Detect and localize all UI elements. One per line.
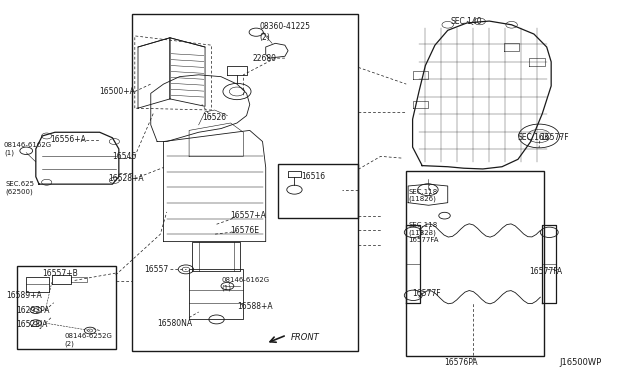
Text: 16528+A: 16528+A: [108, 174, 143, 183]
Text: 16546: 16546: [113, 152, 137, 161]
Text: 16580NA: 16580NA: [157, 319, 192, 328]
Text: SEC.140: SEC.140: [451, 17, 483, 26]
Text: 16577F: 16577F: [413, 289, 441, 298]
Text: FRONT: FRONT: [291, 333, 320, 343]
Text: 16589+A: 16589+A: [6, 291, 42, 300]
Text: 16576E: 16576E: [230, 226, 260, 235]
Text: 08146-6162G
(1): 08146-6162G (1): [221, 278, 269, 291]
Bar: [132, 14, 358, 351]
Text: J16500WP: J16500WP: [559, 357, 602, 366]
Text: 16516: 16516: [301, 172, 325, 181]
Text: SEC.118
(11826): SEC.118 (11826): [408, 189, 437, 202]
Text: SEC.163: SEC.163: [518, 133, 550, 142]
Text: 16577F: 16577F: [540, 133, 569, 142]
Text: 16557: 16557: [145, 265, 168, 274]
Bar: [17, 266, 116, 349]
Text: 16577FA: 16577FA: [529, 267, 563, 276]
Text: 16526: 16526: [202, 113, 226, 122]
Text: SEC.118
(11823)
16577FA: SEC.118 (11823) 16577FA: [408, 222, 438, 243]
Text: 08360-41225
(2): 08360-41225 (2): [259, 22, 310, 42]
Text: 16293PA: 16293PA: [17, 306, 50, 315]
Text: 16557+B: 16557+B: [42, 269, 78, 278]
Text: 16556+A: 16556+A: [51, 135, 86, 144]
Text: 08146-6252G
(2): 08146-6252G (2): [65, 333, 113, 347]
Text: 16528JA: 16528JA: [17, 321, 48, 330]
Text: 16576PA: 16576PA: [445, 357, 478, 366]
Text: 16557+A: 16557+A: [230, 211, 266, 220]
Text: 16500+A: 16500+A: [100, 87, 136, 96]
Bar: [278, 164, 358, 218]
Bar: [406, 171, 543, 356]
Text: 08146-6162G
(1): 08146-6162G (1): [4, 142, 52, 156]
Text: 16588+A: 16588+A: [237, 302, 273, 311]
Text: SEC.625
(62500): SEC.625 (62500): [6, 181, 35, 195]
Text: 22680: 22680: [253, 54, 277, 62]
